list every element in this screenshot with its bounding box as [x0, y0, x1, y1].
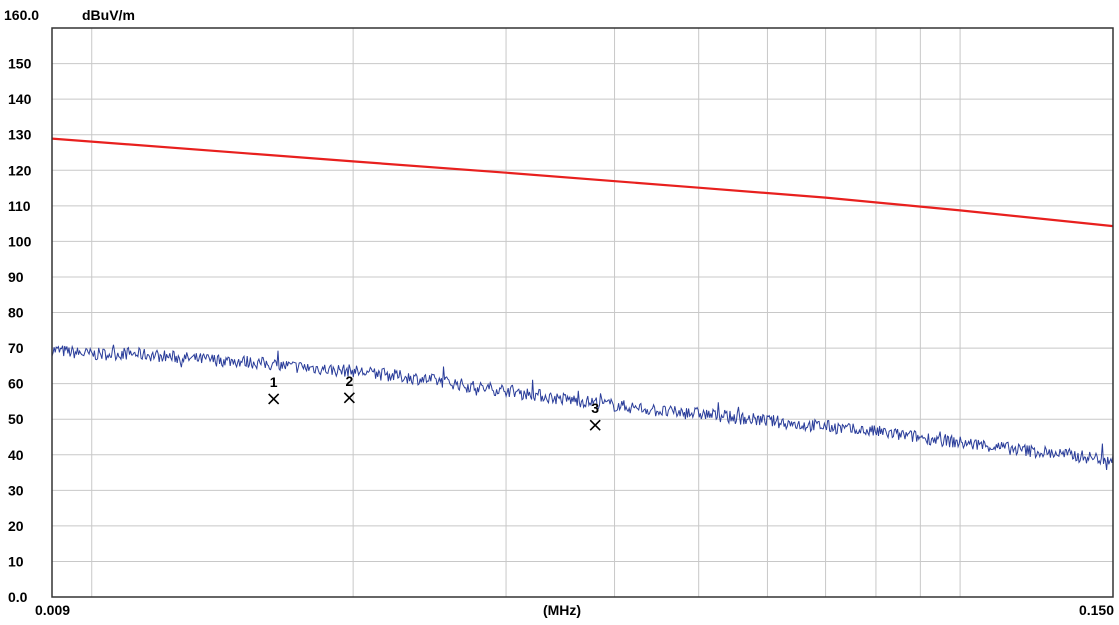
y-tick-label: 30	[8, 482, 24, 498]
y-max-label: 160.0	[4, 7, 39, 23]
limit-line	[51, 137, 1114, 228]
y-tick-label: 60	[8, 376, 24, 392]
marker-label: 3	[591, 400, 599, 416]
y-tick-label: 110	[8, 198, 31, 214]
marker-1: 1	[268, 374, 280, 405]
y-tick-label: 50	[8, 411, 24, 427]
markers: 1 2 3	[268, 373, 601, 431]
plot-frame	[51, 27, 1114, 598]
x-axis-label: (MHz)	[543, 602, 581, 618]
y-tick-label: 120	[8, 162, 32, 178]
x-tick-label-start: 0.009	[35, 602, 70, 618]
marker-2: 2	[343, 373, 355, 404]
y-unit-label: dBuV/m	[82, 7, 135, 23]
y-tick-label: 100	[8, 233, 32, 249]
grid-lines	[52, 28, 1113, 597]
y-tick-label: 10	[8, 553, 24, 569]
marker-label: 2	[345, 373, 353, 389]
y-tick-label: 70	[8, 340, 24, 356]
marker-3: 3	[589, 400, 601, 431]
y-tick-labels: 0.0 10 20 30 40 50 60 70 80 90 100 110 120 130 140 150	[8, 56, 32, 605]
x-tick-label-end: 0.150	[1079, 602, 1114, 618]
measurement-trace	[51, 344, 1114, 471]
y-tick-label: 0.0	[8, 589, 28, 605]
y-tick-label: 20	[8, 518, 24, 534]
traces	[51, 137, 1114, 471]
marker-label: 1	[270, 374, 278, 390]
marker-cross	[343, 392, 355, 404]
y-tick-label: 90	[8, 269, 24, 285]
y-tick-label: 40	[8, 447, 24, 463]
y-tick-label: 140	[8, 91, 32, 107]
y-tick-label: 80	[8, 305, 24, 321]
y-tick-label: 150	[8, 56, 32, 72]
y-tick-label: 130	[8, 127, 32, 143]
marker-cross	[268, 393, 280, 405]
marker-cross	[589, 419, 601, 431]
